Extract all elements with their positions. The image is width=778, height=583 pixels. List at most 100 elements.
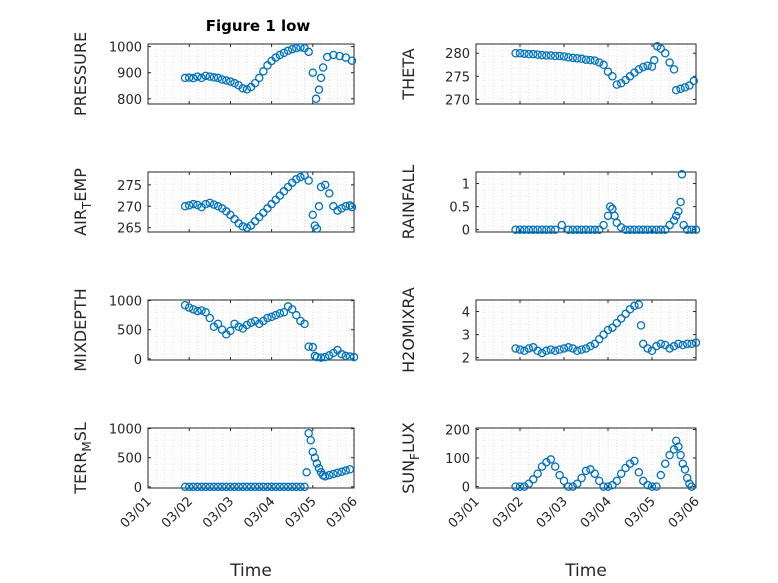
data-point <box>201 199 210 209</box>
data-point <box>205 72 215 81</box>
data-point <box>528 49 538 59</box>
data-point <box>643 344 652 353</box>
data-point <box>612 80 622 89</box>
data-point <box>267 312 276 322</box>
data-point <box>300 482 309 492</box>
data-point <box>304 176 313 185</box>
data-point <box>320 180 330 190</box>
data-point <box>524 479 534 488</box>
data-point <box>318 63 328 72</box>
data-point <box>625 459 635 468</box>
data-point <box>184 201 194 210</box>
data-point <box>267 482 276 492</box>
data-point <box>287 305 297 314</box>
series-terr-msl <box>180 428 355 492</box>
data-point <box>217 482 227 492</box>
panel-sun-flux: 0 100 200 SUNFLUX 03/01 03/02 03/03 03/04 03/05 0… <box>399 422 703 581</box>
y-tick-label: 275 <box>445 70 470 85</box>
data-point <box>555 345 564 354</box>
series-h2omixra <box>511 300 701 358</box>
data-point <box>537 462 547 471</box>
x-tick-label: 03/05 <box>283 494 320 531</box>
data-point <box>242 320 252 330</box>
data-point <box>246 482 256 492</box>
y-tick-label: 1000 <box>109 41 142 56</box>
data-point <box>608 72 617 81</box>
data-point <box>333 468 342 478</box>
data-point <box>275 50 285 60</box>
data-point <box>524 49 534 59</box>
panel-pressure: 800 900 1000 PRESSURE <box>71 32 357 116</box>
series-air-temp <box>180 171 357 233</box>
data-point <box>616 314 626 323</box>
x-tick-label: 03/06 <box>324 494 361 531</box>
data-point <box>201 71 210 81</box>
series-theta <box>511 42 699 95</box>
y-tick-label: 1000 <box>109 295 142 310</box>
data-point <box>643 480 652 490</box>
grid-rainfall <box>476 172 696 232</box>
data-point <box>524 225 534 234</box>
series-mixdepth <box>180 300 359 362</box>
data-point <box>320 472 330 481</box>
data-point <box>660 459 670 468</box>
data-point <box>674 442 683 451</box>
y-tick-label: 4 <box>462 306 470 321</box>
data-point <box>669 65 679 74</box>
data-point <box>193 482 202 492</box>
y-axis-label: PRESSURE <box>71 32 90 116</box>
data-point <box>337 204 346 213</box>
data-point <box>180 73 190 83</box>
data-point <box>184 482 194 492</box>
data-point <box>660 48 670 58</box>
data-point <box>184 73 194 82</box>
data-point <box>234 322 243 332</box>
data-point <box>568 482 578 491</box>
data-point <box>197 73 206 83</box>
data-point <box>568 225 578 234</box>
data-point <box>691 225 701 234</box>
x-tick-label: 03/05 <box>622 494 659 531</box>
data-point <box>550 51 560 61</box>
data-point <box>271 482 280 492</box>
x-tick-label: 03/01 <box>446 494 483 531</box>
data-point <box>325 189 334 198</box>
data-point <box>254 482 264 492</box>
data-point <box>333 206 342 215</box>
data-point <box>590 339 600 349</box>
data-point <box>638 339 648 349</box>
data-point <box>189 199 198 209</box>
data-point <box>314 85 324 94</box>
data-point <box>197 482 206 492</box>
x-tick-label: 03/04 <box>578 494 615 531</box>
x-tick-label: 03/01 <box>118 494 155 531</box>
data-point <box>201 482 210 492</box>
data-point <box>586 225 595 234</box>
data-point <box>608 480 617 490</box>
data-point <box>312 459 322 468</box>
data-point <box>302 468 311 477</box>
data-point <box>612 476 622 486</box>
y-tick-label: 1 <box>462 178 470 193</box>
data-point <box>254 73 264 83</box>
data-point <box>537 225 547 234</box>
data-point <box>572 54 582 63</box>
data-point <box>682 339 692 349</box>
data-point <box>238 222 248 231</box>
data-point <box>674 206 683 216</box>
data-point <box>213 73 223 83</box>
y-tick-label: 0 <box>462 481 470 496</box>
data-point <box>676 450 685 460</box>
data-point <box>577 345 586 354</box>
data-point <box>669 216 679 225</box>
data-point <box>306 435 315 445</box>
data-point <box>511 225 520 234</box>
data-point <box>320 352 330 362</box>
data-point <box>671 436 681 446</box>
data-point <box>213 319 223 329</box>
data-point <box>599 482 608 491</box>
data-point <box>656 339 666 349</box>
data-point <box>652 482 661 491</box>
data-point <box>329 469 338 479</box>
data-point <box>577 225 586 234</box>
